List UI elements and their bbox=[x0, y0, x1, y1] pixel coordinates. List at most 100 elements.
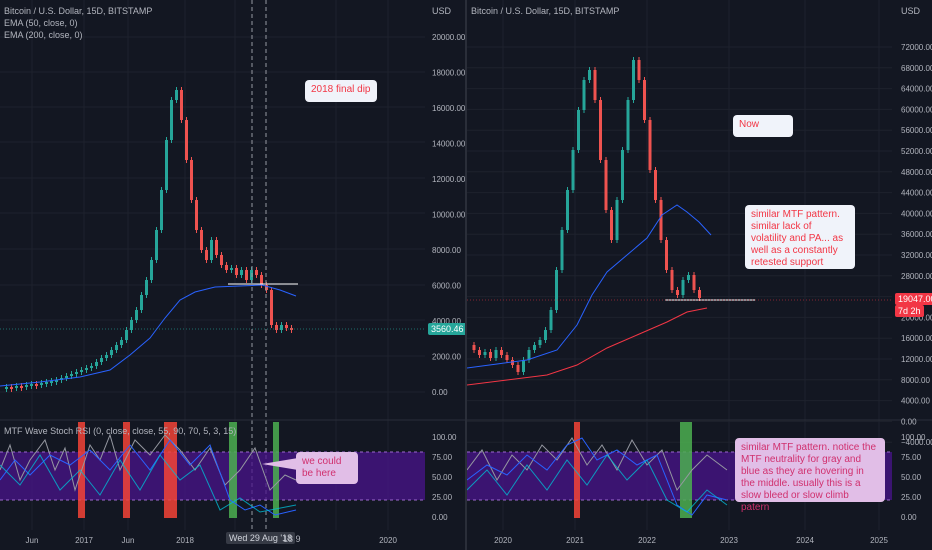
candle bbox=[571, 150, 575, 190]
right-osc-gray-line bbox=[467, 437, 728, 492]
left-time-tick: Jun bbox=[122, 536, 135, 545]
candle bbox=[195, 200, 198, 230]
right-price-tick: 72000.00 bbox=[901, 43, 932, 52]
candle bbox=[75, 372, 78, 374]
candle bbox=[25, 385, 28, 387]
left-price-tick: 20000.00 bbox=[432, 33, 466, 42]
right-price-tick: 36000.00 bbox=[901, 230, 932, 239]
candle bbox=[472, 345, 476, 350]
candle bbox=[566, 190, 569, 230]
right-countdown-tag: 7d 2h bbox=[895, 305, 924, 317]
right-price-tick: 60000.00 bbox=[901, 105, 932, 114]
right-price-tick: 44000.00 bbox=[901, 189, 932, 198]
right-ema200-line bbox=[467, 307, 708, 386]
right-osc-tick: 50.00 bbox=[901, 473, 922, 482]
candle bbox=[692, 275, 696, 290]
candle bbox=[220, 255, 223, 265]
candle bbox=[599, 100, 602, 160]
right-osc-teal-line bbox=[467, 454, 728, 513]
candle bbox=[626, 100, 630, 150]
note-2018-final-dip[interactable]: 2018 final dip bbox=[305, 80, 377, 102]
candle bbox=[15, 386, 18, 388]
right-price-tick: 32000.00 bbox=[901, 251, 932, 260]
candle bbox=[604, 160, 608, 210]
candle bbox=[150, 260, 153, 280]
left-legend-symbol[interactable]: Bitcoin / U.S. Dollar, 15D, BITSTAMP bbox=[4, 6, 153, 16]
candle bbox=[145, 280, 148, 295]
left-osc-gray-line bbox=[0, 433, 297, 492]
note-mtf-neutrality[interactable]: similar MTF pattern. notice the MTF neut… bbox=[735, 438, 885, 513]
left-last-price-tag: 3560.46 bbox=[428, 323, 467, 335]
candle bbox=[527, 350, 531, 360]
left-legend-ema50[interactable]: EMA (50, close, 0) bbox=[4, 18, 78, 28]
candle bbox=[698, 290, 701, 298]
note-we-could-be-here[interactable]: we could be here bbox=[296, 452, 358, 484]
candle bbox=[10, 387, 13, 389]
candle bbox=[95, 362, 98, 366]
candle bbox=[659, 200, 663, 240]
right-legend-symbol[interactable]: Bitcoin / U.S. Dollar, 15D, BITSTAMP bbox=[471, 6, 620, 16]
candle bbox=[489, 352, 492, 358]
left-price-tick: 12000.00 bbox=[432, 175, 466, 184]
candle bbox=[285, 325, 288, 328]
candle bbox=[155, 230, 158, 260]
candle bbox=[190, 160, 193, 200]
candle bbox=[478, 350, 481, 355]
right-price-tick: 52000.00 bbox=[901, 147, 932, 156]
candle bbox=[555, 270, 558, 310]
right-price-tick: −4000.00 bbox=[901, 438, 932, 447]
left-price-tick: 2000.00 bbox=[432, 353, 461, 362]
right-price-tick: 16000.00 bbox=[901, 334, 932, 343]
left-time-tick: 2018 bbox=[176, 536, 194, 545]
left-time-tick: 2017 bbox=[75, 536, 93, 545]
left-osc-tick: 75.00 bbox=[432, 453, 453, 462]
left-chart-pane[interactable]: 20000.00 18000.00 16000.00 14000.00 12000.00… bbox=[0, 0, 467, 550]
candle bbox=[210, 240, 213, 260]
left-price-tick: 8000.00 bbox=[432, 246, 461, 255]
right-time-tick: 2022 bbox=[638, 536, 656, 545]
left-osc-tick: 25.00 bbox=[432, 493, 453, 502]
candle bbox=[200, 230, 203, 250]
right-osc-tick: 0.00 bbox=[901, 513, 917, 522]
candle bbox=[670, 270, 674, 290]
candle bbox=[676, 290, 679, 295]
candle bbox=[65, 376, 68, 378]
left-price-tick: 0.00 bbox=[432, 388, 448, 397]
candle bbox=[255, 270, 258, 275]
note-now[interactable]: Now bbox=[733, 115, 793, 137]
candle bbox=[275, 325, 278, 330]
left-ema50-line bbox=[0, 284, 297, 387]
candle bbox=[20, 386, 23, 388]
right-time-tick: 2023 bbox=[720, 536, 738, 545]
note-similar-pattern[interactable]: similar MTF pattern. similar lack of vol… bbox=[745, 205, 855, 269]
candle bbox=[85, 368, 88, 370]
candle bbox=[516, 365, 520, 372]
candle bbox=[185, 120, 188, 160]
candle bbox=[549, 310, 553, 330]
candle bbox=[270, 290, 273, 325]
candle bbox=[494, 350, 498, 358]
candle bbox=[588, 70, 591, 80]
candle bbox=[165, 140, 168, 190]
candle bbox=[130, 320, 133, 330]
right-time-tick: 2021 bbox=[566, 536, 584, 545]
left-currency: USD bbox=[432, 6, 452, 16]
candle bbox=[125, 330, 128, 340]
candle bbox=[665, 240, 668, 270]
left-legend-ema200[interactable]: EMA (200, close, 0) bbox=[4, 30, 83, 40]
candle bbox=[5, 387, 8, 389]
candle bbox=[105, 355, 108, 358]
candle bbox=[235, 268, 238, 275]
right-osc-tick: 75.00 bbox=[901, 453, 922, 462]
right-price-tick: 48000.00 bbox=[901, 168, 932, 177]
left-time-tick: 2020 bbox=[379, 536, 397, 545]
right-chart-pane[interactable]: 72000.00 68000.00 64000.00 60000.00 56000.00… bbox=[467, 0, 932, 550]
osc-red-bar bbox=[164, 422, 177, 518]
candle bbox=[483, 352, 487, 355]
right-osc-tick: 25.00 bbox=[901, 493, 922, 502]
candle bbox=[500, 350, 503, 355]
pane-divider[interactable] bbox=[465, 0, 467, 550]
candle bbox=[560, 230, 564, 270]
left-price-chart[interactable]: 20000.00 18000.00 16000.00 14000.00 12000.00… bbox=[0, 0, 466, 550]
osc-indicator-label[interactable]: MTF Wave Stoch RSI (0, close, close, 55,… bbox=[4, 426, 237, 436]
